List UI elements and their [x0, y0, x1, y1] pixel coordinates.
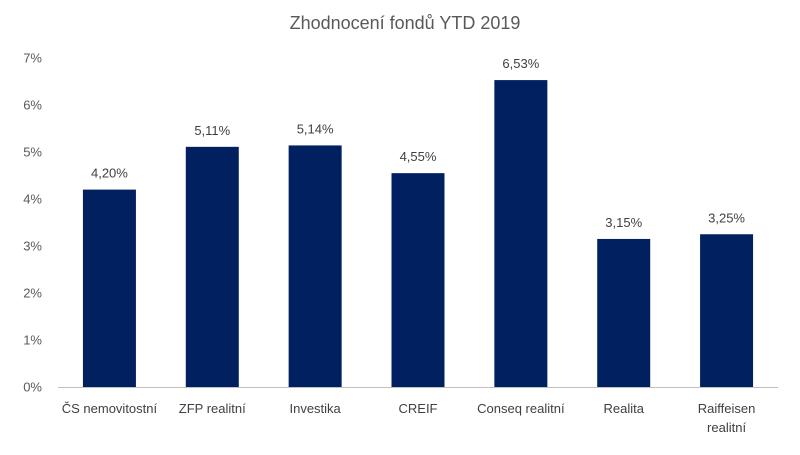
chart-title: Zhodnocení fondů YTD 2019	[290, 13, 521, 33]
data-label: 4,55%	[400, 149, 437, 164]
x-tick-label-line: Realita	[603, 401, 644, 416]
data-label: 5,14%	[297, 121, 334, 136]
x-tick-label-line: ČS nemovitostní	[62, 401, 158, 416]
y-tick-label: 7%	[23, 51, 42, 66]
bar	[391, 173, 445, 387]
x-tick-label: ČS nemovitostní	[62, 401, 158, 416]
y-tick-label: 5%	[23, 145, 42, 160]
x-tick-label: CREIF	[399, 401, 438, 416]
data-label: 6,53%	[502, 56, 539, 71]
x-axis-labels: ČS nemovitostní ZFP realitní Investika CREI…	[62, 401, 756, 435]
y-tick-label: 3%	[23, 239, 42, 254]
x-tick-label-line: Investika	[289, 401, 341, 416]
x-tick-label: Realita	[603, 401, 644, 416]
bar	[700, 234, 754, 387]
bar	[288, 145, 342, 387]
x-tick-label-line: CREIF	[399, 401, 438, 416]
y-tick-label: 6%	[23, 98, 42, 113]
y-tick-label: 1%	[23, 333, 42, 348]
x-tick-label-line: ZFP realitní	[179, 401, 246, 416]
bar	[185, 146, 239, 387]
x-tick-label: Raiffeisen realitní	[698, 401, 756, 435]
data-labels: 4,20% 5,11% 5,14% 4,55% 6,53% 3,15% 3,25%	[91, 56, 745, 230]
x-tick-label-line: Raiffeisen	[698, 401, 756, 416]
x-tick-label: ZFP realitní	[179, 401, 246, 416]
x-tick-label-line: realitní	[707, 420, 746, 435]
x-tick-label: Investika	[289, 401, 341, 416]
x-tick-label: Conseq realitní	[477, 401, 565, 416]
y-axis-ticks: 0% 1% 2% 3% 4% 5% 6% 7%	[23, 51, 42, 395]
data-label: 3,25%	[708, 210, 745, 225]
y-tick-label: 0%	[23, 380, 42, 395]
data-label: 3,15%	[605, 215, 642, 230]
bar	[82, 189, 136, 387]
bars	[82, 80, 754, 387]
y-tick-label: 4%	[23, 192, 42, 207]
bar	[494, 80, 548, 387]
y-tick-label: 2%	[23, 286, 42, 301]
data-label: 4,20%	[91, 166, 128, 181]
x-tick-label-line: Conseq realitní	[477, 401, 565, 416]
bar	[597, 238, 651, 387]
data-label: 5,11%	[194, 123, 230, 138]
